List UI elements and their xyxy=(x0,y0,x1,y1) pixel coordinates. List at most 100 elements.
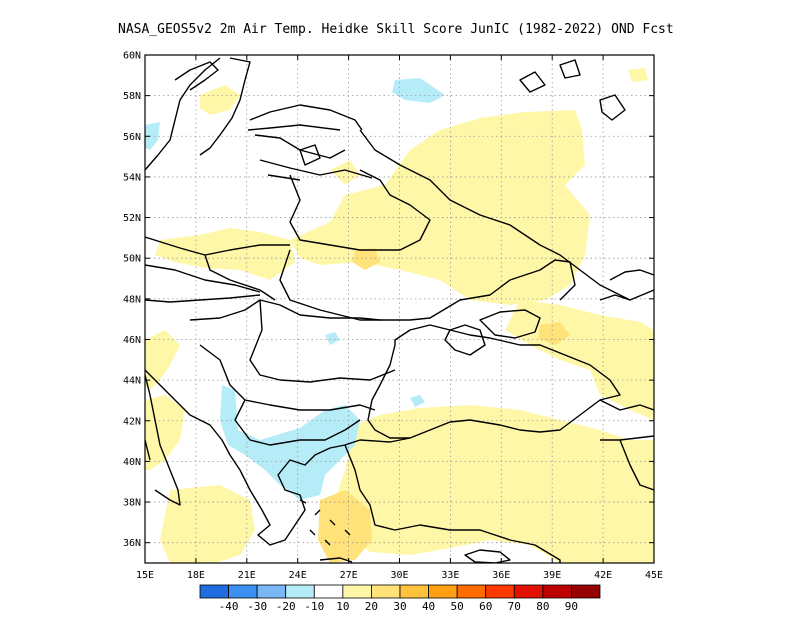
lon-tick-label: 15E xyxy=(136,570,154,581)
lat-tick-label: 38N xyxy=(123,498,141,509)
lake-ladoga xyxy=(519,59,626,121)
lon-tick-label: 30E xyxy=(390,570,408,581)
finland-coast xyxy=(247,104,363,131)
lat-tick-label: 58N xyxy=(123,91,141,102)
lat-tick-label: 48N xyxy=(123,294,141,305)
colorbar-swatch xyxy=(571,584,601,599)
sweden-coast xyxy=(199,57,251,156)
colorbar-label: -20 xyxy=(276,600,296,613)
shade-ukraine-core xyxy=(352,248,380,270)
scandinavia-coast xyxy=(145,57,221,171)
shade-adriatic xyxy=(145,395,185,470)
lat-tick-label: 36N xyxy=(123,538,141,549)
lon-ticks: 15E 18E 21E 24E 27E 30E 33E 36E 39E 42E 45E xyxy=(136,55,663,581)
shade-norway-blue xyxy=(145,122,160,150)
skill-shading xyxy=(145,68,654,563)
lat-tick-label: 60N xyxy=(123,51,141,62)
poland-border xyxy=(145,236,290,301)
coastlines-borders xyxy=(145,57,654,563)
grid-lines xyxy=(145,55,654,563)
lon-tick-label: 39E xyxy=(543,570,561,581)
lon-tick-label: 27E xyxy=(340,570,358,581)
colorbar-swatch xyxy=(199,584,229,599)
germany-czech xyxy=(145,264,261,303)
lat-tick-label: 44N xyxy=(123,376,141,387)
crimea xyxy=(444,324,486,356)
hungary-romania xyxy=(189,299,396,383)
shade-black-sea-blue xyxy=(410,395,425,407)
colorbar-swatch xyxy=(542,584,572,599)
colorbar-label: -40 xyxy=(219,600,239,613)
ukraine-border xyxy=(279,249,576,321)
shade-balkans-west xyxy=(145,330,180,390)
map-title: NASA_GEOS5v2 2m Air Temp. Heidke Skill S… xyxy=(118,22,674,37)
colorbar-swatch xyxy=(371,584,401,599)
colorbar-label: 40 xyxy=(422,600,435,613)
shade-greece-blue xyxy=(220,385,360,500)
lon-tick-label: 18E xyxy=(187,570,205,581)
colorbar-swatch xyxy=(285,584,315,599)
russia-border xyxy=(359,129,631,301)
lon-tick-label: 42E xyxy=(594,570,612,581)
colorbar-swatch xyxy=(428,584,458,599)
shade-north-west xyxy=(200,85,240,115)
lat-tick-label: 42N xyxy=(123,416,141,427)
lat-tick-label: 50N xyxy=(123,254,141,265)
colorbar-label: 80 xyxy=(536,600,549,613)
colorbar-label: 30 xyxy=(393,600,406,613)
colorbar-label: -10 xyxy=(304,600,324,613)
black-sea-coast xyxy=(367,324,621,439)
lon-tick-label: 36E xyxy=(492,570,510,581)
lat-tick-label: 52N xyxy=(123,213,141,224)
cyprus xyxy=(464,549,511,563)
belarus-border xyxy=(289,169,431,251)
croatia-coast xyxy=(145,369,241,471)
colorbar-label: 20 xyxy=(365,600,378,613)
lat-tick-label: 46N xyxy=(123,335,141,346)
colorbar-swatch xyxy=(228,584,258,599)
serbia-bulgaria xyxy=(199,344,376,446)
colorbar-swatch xyxy=(513,584,544,599)
lat-ticks: 36N 38N 40N 42N 44N 46N 48N 50N 52N 54N 56N 58N 60N xyxy=(123,51,654,549)
shade-north-center xyxy=(330,160,360,185)
shade-baltic xyxy=(475,115,580,160)
colorbar: -40 -30 -20 -10 10 20 30 40 50 60 70 80 90 xyxy=(199,584,601,613)
shade-romania-blue xyxy=(325,332,340,345)
lon-tick-label: 45E xyxy=(645,570,663,581)
shade-aegean-south xyxy=(318,490,372,563)
lat-tick-label: 40N xyxy=(123,457,141,468)
italy-boot xyxy=(145,374,181,506)
lon-tick-label: 24E xyxy=(289,570,307,581)
greek-islands xyxy=(299,499,353,563)
lat-tick-label: 56N xyxy=(123,132,141,143)
lat-tick-label: 54N xyxy=(123,172,141,183)
shade-caucasus xyxy=(505,300,654,420)
colorbar-label: 90 xyxy=(565,600,578,613)
turkey-coast xyxy=(344,437,561,563)
shade-ne-corner xyxy=(628,68,648,82)
colorbar-label: 70 xyxy=(508,600,521,613)
shade-turkey xyxy=(335,405,654,563)
colorbar-swatch xyxy=(313,584,344,599)
baltic-states xyxy=(254,134,373,181)
colorbar-swatch xyxy=(485,584,515,599)
colorbar-swatch xyxy=(399,584,429,599)
colorbar-label: 50 xyxy=(451,600,464,613)
colorbar-swatch xyxy=(342,584,372,599)
colorbar-label: -30 xyxy=(247,600,267,613)
colorbar-swatch xyxy=(456,584,487,599)
shade-east-europe xyxy=(155,228,295,280)
shade-finland-blue xyxy=(392,78,445,103)
azov-sea xyxy=(479,309,541,339)
lon-tick-label: 33E xyxy=(441,570,459,581)
gulf-of-riga xyxy=(299,144,321,166)
turkey-east xyxy=(599,399,654,491)
colorbar-label: 60 xyxy=(479,600,492,613)
caspian-region xyxy=(599,269,654,301)
colorbar-swatch xyxy=(256,584,287,599)
lon-tick-label: 21E xyxy=(238,570,256,581)
greece-coast xyxy=(239,444,346,546)
shade-south-west xyxy=(160,485,255,563)
colorbar-label: 10 xyxy=(336,600,349,613)
